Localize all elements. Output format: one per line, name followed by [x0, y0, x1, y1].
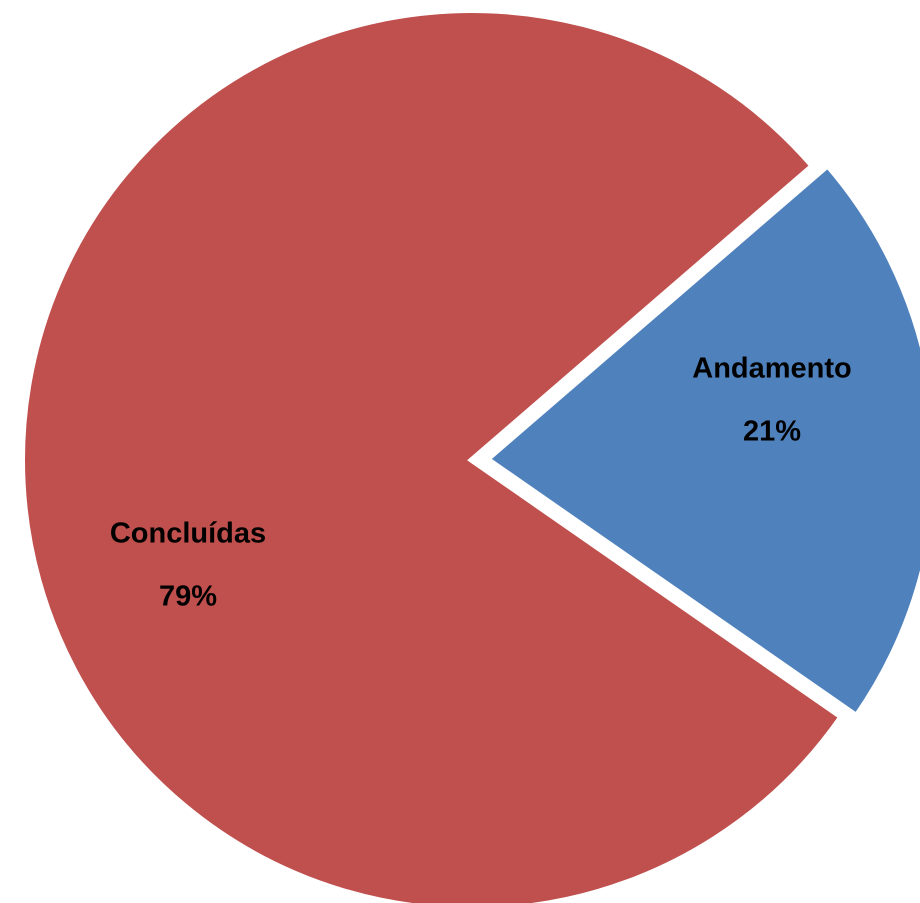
slice-category-label: Concluídas	[110, 518, 266, 550]
pie-slice	[482, 160, 920, 721]
pie-slice	[19, 7, 846, 903]
slice-value-label: 21%	[743, 416, 801, 448]
slice-category-label: Andamento	[692, 353, 852, 385]
slice-value-label: 79%	[159, 581, 217, 613]
